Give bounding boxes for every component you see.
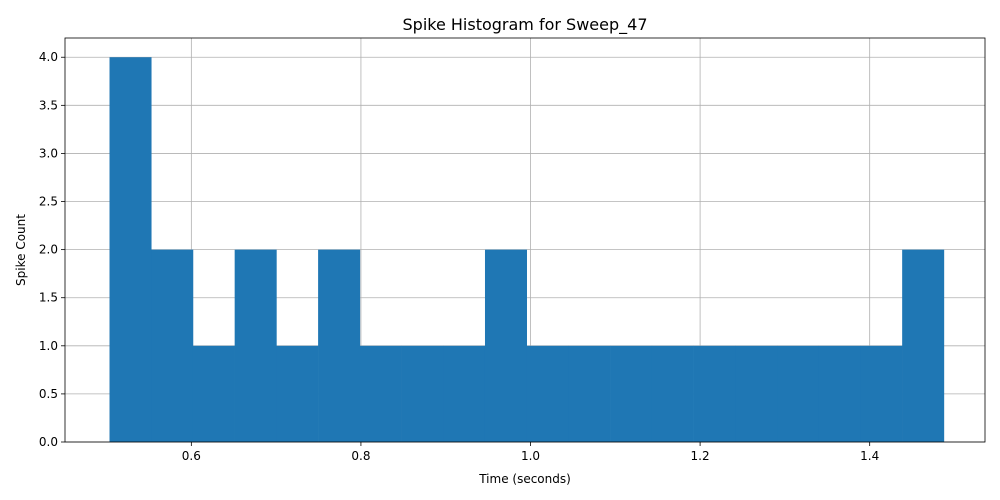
- y-tick-label: 2.0: [39, 243, 58, 257]
- y-axis-label: Spike Count: [14, 214, 28, 286]
- histogram-bar: [610, 345, 653, 442]
- x-tick-label: 0.8: [351, 449, 370, 463]
- y-axis-ticks: 0.0 0.5 1.0 1.5 2.0 2.5 3.0 3.5 4.0: [39, 50, 65, 449]
- y-tick-label: 1.5: [39, 291, 58, 305]
- x-tick-label: 1.2: [691, 449, 710, 463]
- histogram-bar: [109, 57, 152, 442]
- plot-frame: [64, 37, 986, 443]
- histogram-bar: [777, 345, 820, 442]
- y-tick-label: 1.0: [39, 339, 58, 353]
- histogram-bar: [860, 345, 903, 442]
- histogram-bar: [318, 249, 361, 442]
- histogram-bar: [651, 345, 694, 442]
- y-tick-label: 2.5: [39, 195, 58, 209]
- y-tick-label: 4.0: [39, 50, 58, 64]
- histogram-bar: [693, 345, 736, 442]
- y-tick-label: 3.5: [39, 98, 58, 112]
- histogram-bar: [902, 249, 945, 442]
- chart-title: Spike Histogram for Sweep_47: [403, 15, 648, 35]
- histogram-bar: [818, 345, 861, 442]
- histogram-bar: [359, 345, 402, 442]
- y-tick-label: 0.5: [39, 387, 58, 401]
- x-tick-label: 1.0: [521, 449, 540, 463]
- x-tick-label: 0.6: [182, 449, 201, 463]
- y-tick-label: 0.0: [39, 435, 58, 449]
- histogram-bar: [443, 345, 486, 442]
- histogram-bar: [276, 345, 319, 442]
- histogram-bar: [568, 345, 611, 442]
- histogram-bars: [109, 57, 945, 442]
- histogram-bar: [151, 249, 194, 442]
- y-tick-label: 3.0: [39, 146, 58, 160]
- x-axis-ticks: 0.6 0.8 1.0 1.2 1.4: [182, 442, 879, 463]
- histogram-bar: [735, 345, 778, 442]
- x-axis-label: Time (seconds): [478, 472, 571, 486]
- histogram-bar: [526, 345, 569, 442]
- histogram-bar: [484, 249, 527, 442]
- histogram-bar: [192, 345, 235, 442]
- x-tick-label: 1.4: [860, 449, 879, 463]
- histogram-bar: [401, 345, 444, 442]
- histogram-bar: [234, 249, 277, 442]
